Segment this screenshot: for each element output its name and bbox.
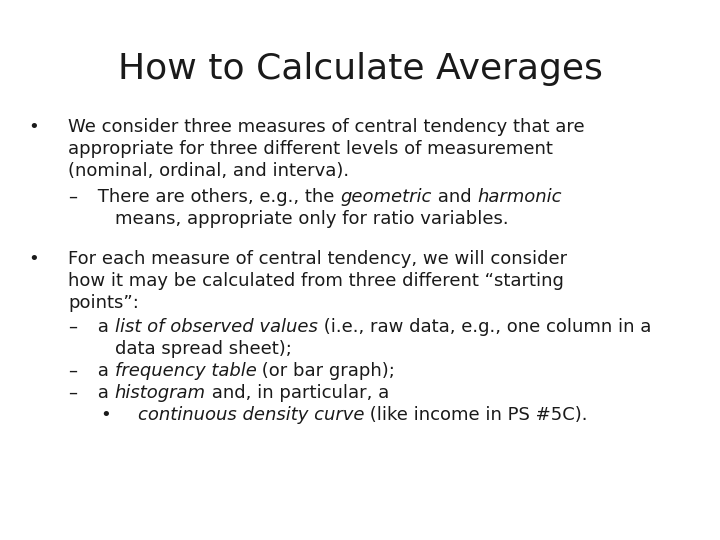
Text: how it may be calculated from three different “starting: how it may be calculated from three diff…	[68, 272, 564, 290]
Text: data spread sheet);: data spread sheet);	[92, 340, 292, 358]
Text: •: •	[100, 406, 111, 424]
Text: frequency table: frequency table	[114, 362, 256, 380]
Text: histogram: histogram	[114, 384, 206, 402]
Text: –: –	[68, 318, 77, 336]
Text: •: •	[28, 118, 39, 136]
Text: geometric: geometric	[340, 188, 431, 206]
Text: •: •	[28, 250, 39, 268]
Text: –: –	[68, 362, 77, 380]
Text: How to Calculate Averages: How to Calculate Averages	[117, 52, 603, 86]
Text: (or bar graph);: (or bar graph);	[256, 362, 395, 380]
Text: For each measure of central tendency, we will consider: For each measure of central tendency, we…	[68, 250, 567, 268]
Text: points”:: points”:	[68, 294, 139, 312]
Text: (nominal, ordinal, and interva).: (nominal, ordinal, and interva).	[68, 162, 349, 180]
Text: a: a	[92, 362, 114, 380]
Text: (like income in PS #5C).: (like income in PS #5C).	[364, 406, 588, 424]
Text: means, appropriate only for ratio variables.: means, appropriate only for ratio variab…	[92, 210, 508, 228]
Text: –: –	[68, 384, 77, 402]
Text: list of observed values: list of observed values	[114, 318, 318, 336]
Text: –: –	[68, 188, 77, 206]
Text: a: a	[92, 384, 114, 402]
Text: appropriate for three different levels of measurement: appropriate for three different levels o…	[68, 140, 553, 158]
Text: and, in particular, a: and, in particular, a	[206, 384, 389, 402]
Text: harmonic: harmonic	[477, 188, 562, 206]
Text: a: a	[92, 318, 114, 336]
Text: There are others, e.g., the: There are others, e.g., the	[92, 188, 340, 206]
Text: continuous density curve: continuous density curve	[138, 406, 364, 424]
Text: (i.e., raw data, e.g., one column in a: (i.e., raw data, e.g., one column in a	[318, 318, 651, 336]
Text: and: and	[431, 188, 477, 206]
Text: We consider three measures of central tendency that are: We consider three measures of central te…	[68, 118, 585, 136]
